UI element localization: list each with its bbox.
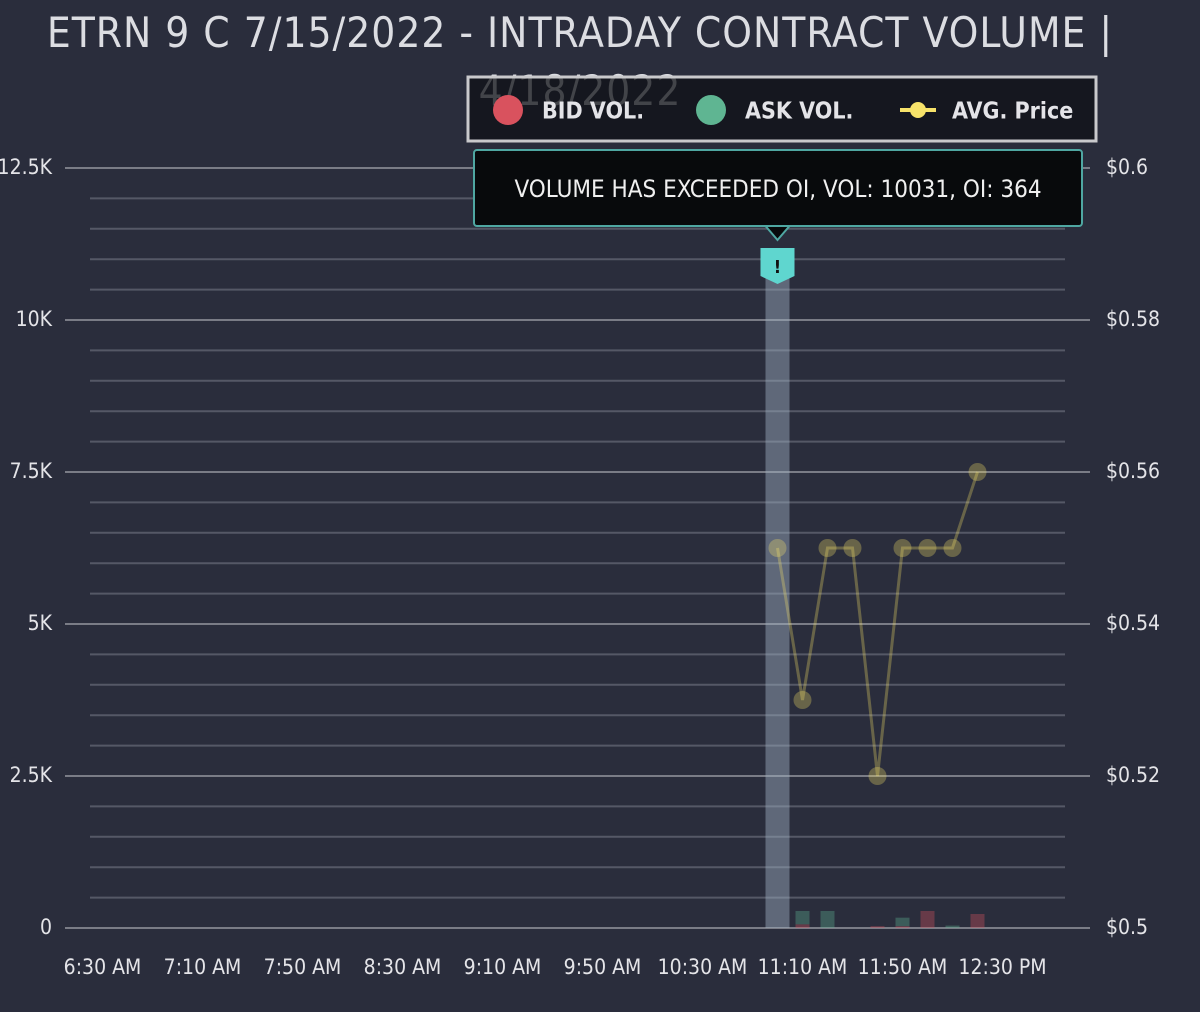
legend-label: AVG. Price [952,99,1073,125]
legend-label: BID VOL. [542,99,644,125]
legend-label: ASK VOL. [745,99,853,125]
x-tick-label: 12:30 PM [958,955,1046,979]
y-tick-label: 10K [16,307,53,331]
x-tick-label: 11:50 AM [858,955,948,979]
y2-tick-label: $0.6 [1106,155,1148,179]
y2-tick-label: $0.56 [1106,459,1160,483]
y-tick-label: 7.5K [10,459,53,483]
price-point [918,539,937,557]
alert-marker-label: ! [774,257,781,278]
bar [970,914,985,928]
y-tick-label: 12.5K [0,155,53,179]
bar [945,925,960,928]
bar [870,926,885,928]
bar [795,910,810,925]
y2-tick-label: $0.52 [1106,763,1160,787]
price-point [893,539,912,557]
alert-marker [760,248,795,284]
bar [795,924,810,928]
x-tick-label: 7:10 AM [164,955,242,979]
bar [920,910,935,928]
x-tick-label: 9:10 AM [464,955,542,979]
price-point [943,539,962,557]
price-line [776,471,979,777]
tooltip-text: Volume has exceeded OI, VOL: 10031, OI: … [514,175,1041,203]
x-tick-label: 9:50 AM [564,955,642,979]
legend-swatch [493,95,523,125]
highlight-band [765,265,790,928]
price-point [868,767,887,785]
y2-tick-label: $0.5 [1106,915,1148,939]
price-point [793,691,812,709]
legend-swatch [696,95,726,125]
price-point [843,539,862,557]
x-tick-label: 6:30 AM [64,955,142,979]
bar [895,926,910,928]
price-point [768,539,787,557]
price-point [818,539,837,557]
x-tick-label: 8:30 AM [364,955,442,979]
tooltip-pointer [763,225,792,242]
x-tick-label: 11:10 AM [758,955,848,979]
y-tick-label: 2.5K [10,763,53,787]
x-tick-label: 10:30 AM [658,955,748,979]
x-tick-label: 7:50 AM [264,955,342,979]
bar [820,910,835,928]
price-point [968,463,987,481]
y-tick-label: 0 [40,915,52,939]
legend-box [466,75,1098,143]
bar [895,917,910,927]
legend-swatch [910,102,926,118]
y2-tick-label: $0.58 [1106,307,1160,331]
y2-tick-label: $0.54 [1106,611,1160,635]
y-tick-label: 5K [28,611,53,635]
